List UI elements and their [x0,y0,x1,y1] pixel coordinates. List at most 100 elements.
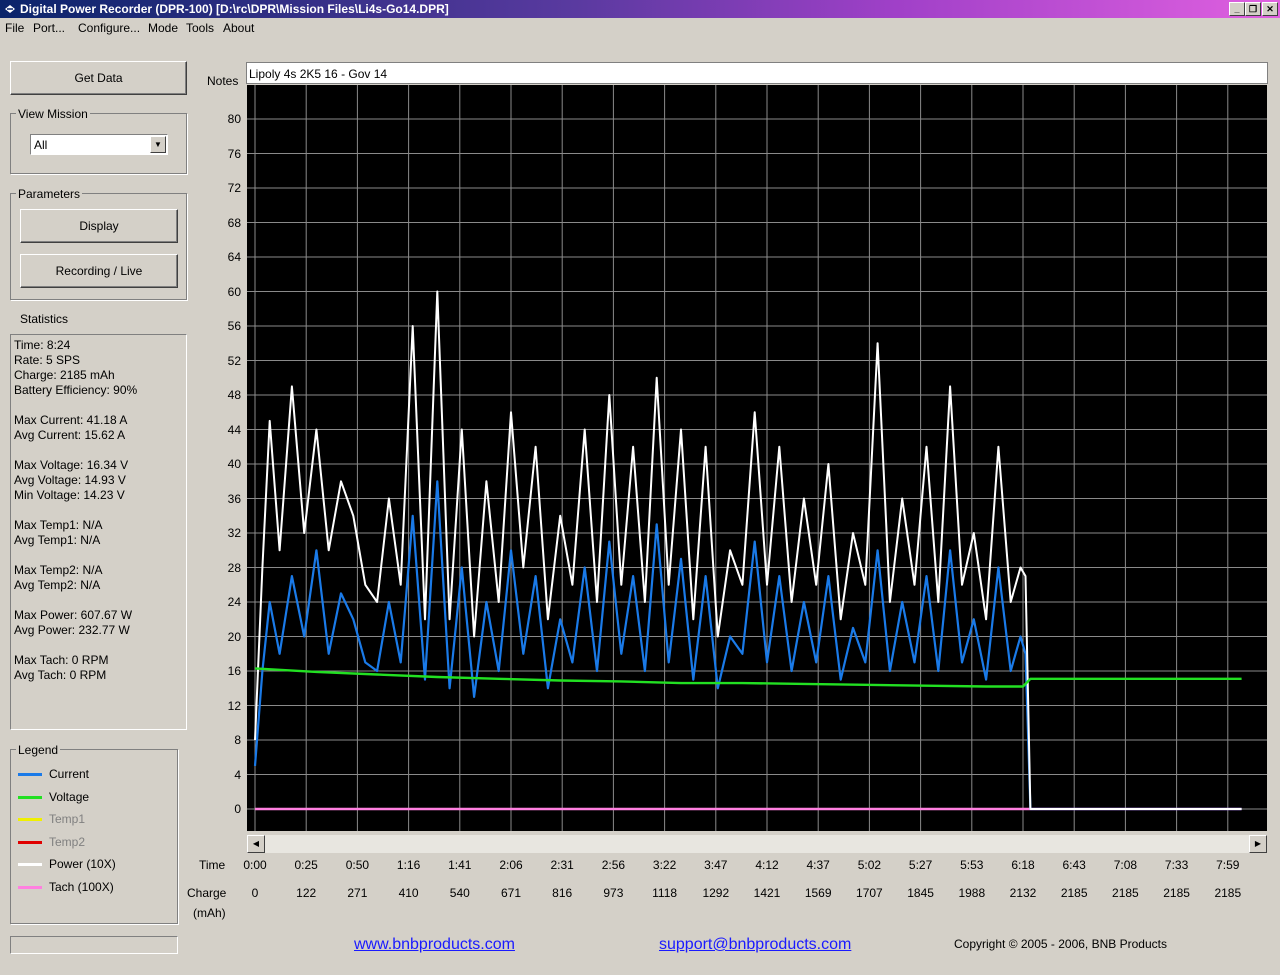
close-button[interactable]: ✕ [1262,2,1278,16]
legend-label: Temp2 [49,834,86,849]
time-tick-label: 7:59 [1216,858,1240,872]
y-tick-label: 76 [227,146,241,161]
minimize-button[interactable]: _ [1229,2,1245,16]
charge-tick-label: 2185 [1060,886,1088,900]
y-tick-label: 56 [227,319,241,333]
view-mission-value: All [34,138,48,152]
notes-value: Lipoly 4s 2K5 16 - Gov 14 [249,67,388,81]
chart-scrollbar[interactable]: ◀ ▶ [247,834,1267,853]
charge-tick-label: 271 [347,886,368,900]
legend-label: Tach (100X) [49,880,114,894]
charge-tick-label: 1845 [907,886,934,900]
charge-tick-label: 973 [603,886,624,900]
legend-swatch [18,886,42,889]
time-tick-label: 0:25 [294,858,318,872]
statistic-line: Charge: 2185 mAh [14,368,115,382]
statistic-line: Avg Tach: 0 RPM [14,668,107,682]
charge-tick-label: 1118 [652,886,678,900]
power-series-line [254,290,1242,810]
statistic-line: Avg Current: 15.62 A [14,428,126,442]
time-tick-label: 2:56 [601,858,626,872]
charge-tick-label: 1707 [856,886,883,900]
view-mission-select[interactable]: All ▼ [30,134,168,155]
time-tick-label: 5:53 [960,858,984,872]
time-tick-label: 0:50 [345,858,370,872]
statistic-line: Max Temp1: N/A [14,518,103,532]
y-tick-label: 48 [227,388,241,402]
charge-unit-label: (mAh) [193,906,226,920]
power-chart [247,85,1267,831]
window-title: Digital Power Recorder (DPR-100) [D:\rc\… [20,2,449,16]
scroll-left-icon[interactable]: ◀ [247,835,265,853]
statistics-panel: Time: 8:24 Rate: 5 SPS Charge: 2185 mAh Bat… [10,334,187,730]
y-tick-label: 44 [227,422,241,437]
y-tick-label: 80 [227,112,241,126]
time-tick-label: 2:31 [550,858,574,872]
time-axis-label: Time [199,858,226,872]
charge-tick-label: 2132 [1009,886,1037,900]
statistic-line: Rate: 5 SPS [14,353,81,367]
menu-file[interactable]: File [5,21,25,35]
charge-tick-label: 2185 [1163,886,1190,900]
app-icon [5,5,15,13]
statistic-line: Avg Temp1: N/A [14,533,101,547]
charge-tick-label: 671 [500,886,522,900]
charge-tick-label: 816 [552,886,573,900]
statistic-line: Max Power: 607.67 W [14,608,133,622]
charge-tick-label: 1292 [702,886,730,900]
menu-configure[interactable]: Configure... [78,21,141,35]
current-series-line [253,480,1242,811]
charge-tick-label: 2185 [1214,886,1242,900]
statistic-line: Avg Temp2: N/A [14,578,101,592]
notes-input[interactable]: Lipoly 4s 2K5 16 - Gov 14 [246,62,1268,84]
statistic-line: Time: 8:24 [14,338,71,352]
time-tick-label: 7:33 [1164,858,1189,872]
menu-mode[interactable]: Mode [148,21,179,35]
legend-swatch [18,795,42,799]
time-tick-label: 5:02 [857,858,882,872]
display-button[interactable]: Display [20,209,178,243]
y-tick-label: 68 [227,215,241,230]
legend-group [10,749,178,924]
recording-live-button[interactable]: Recording / Live [20,254,178,288]
y-tick-label: 60 [227,284,241,299]
statistic-line: Max Voltage: 16.34 V [14,458,129,472]
time-tick-label: 4:37 [806,858,830,872]
menu-tools[interactable]: Tools [186,21,215,35]
time-tick-label: 4:12 [755,858,779,872]
menu-bar: File Port... Configure... Mode Tools Abo… [0,18,1280,38]
menu-about[interactable]: About [223,21,255,35]
status-bar [10,936,178,954]
menu-port[interactable]: Port... [33,21,66,35]
time-tick-label: 5:27 [908,858,933,872]
support-email-link[interactable]: support@bnbproducts.com [659,936,852,953]
time-tick-label: 2:06 [499,858,523,872]
legend-swatch [18,863,42,867]
time-tick-label: 6:18 [1011,858,1035,872]
charge-tick-label: 540 [449,886,470,900]
charge-tick-label: 1988 [958,886,986,900]
statistics-label: Statistics [18,312,71,326]
time-tick-label: 3:22 [652,858,677,872]
y-tick-label: 32 [227,526,241,540]
y-tick-label: 20 [227,629,241,644]
maximize-button[interactable]: ❐ [1245,2,1261,16]
view-mission-label: View Mission [16,107,90,121]
legend-label: Temp1 [49,812,86,827]
legend-swatch [18,818,42,822]
y-tick-label: 8 [234,733,241,747]
view-mission-group [10,113,187,174]
chevron-down-icon[interactable]: ▼ [150,136,166,153]
scroll-right-icon[interactable]: ▶ [1249,835,1267,853]
time-tick-label: 6:43 [1062,858,1086,872]
legend-swatch [18,840,42,844]
legend-swatch [18,773,42,776]
statistic-line: Max Current: 41.18 A [14,413,128,427]
statistic-line: Battery Efficiency: 90% [14,383,138,397]
time-tick-label: 3:47 [704,858,728,872]
charge-axis-label: Charge [187,886,227,900]
y-tick-label: 64 [227,250,241,264]
website-link[interactable]: www.bnbproducts.com [354,936,515,953]
get-data-button[interactable]: Get Data [10,61,187,95]
time-tick-label: 7:08 [1113,858,1138,872]
